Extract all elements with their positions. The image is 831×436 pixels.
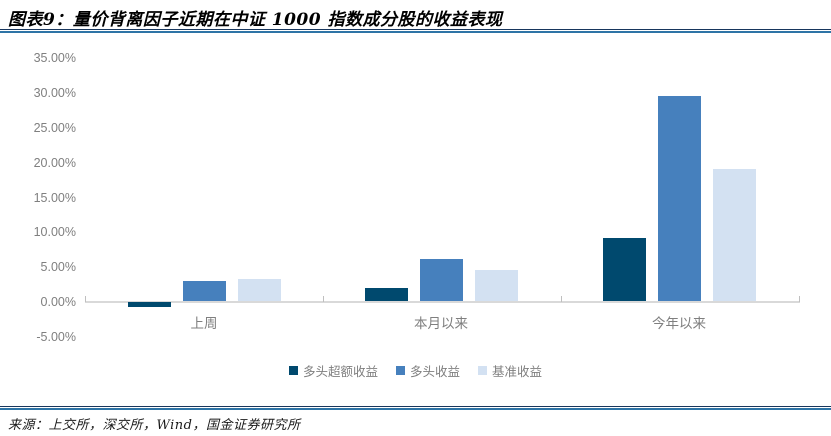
bar: [712, 168, 756, 301]
y-axis-tick-label: 15.00%: [33, 190, 76, 205]
bar: [657, 95, 701, 301]
x-axis-category-label: 本月以来: [414, 316, 468, 331]
title-divider: [0, 29, 831, 33]
y-axis-tick-label: 5.00%: [40, 260, 76, 275]
divider-blue-line: [0, 408, 831, 410]
legend-item: 基准收益: [478, 361, 542, 380]
y-axis-tick-label: 0.00%: [40, 295, 76, 309]
axis-tick-mark: [561, 296, 562, 302]
bar: [237, 279, 281, 301]
bar: [364, 288, 408, 301]
x-axis-category-label: 今年以来: [652, 316, 706, 331]
y-axis-tick-label: 20.00%: [33, 155, 76, 170]
bar: [602, 237, 646, 301]
bar: [182, 280, 226, 301]
legend-swatch: [288, 365, 298, 375]
legend-label: 基准收益: [492, 364, 543, 379]
axis-tick-mark: [85, 296, 86, 302]
divider-dark-line: [0, 406, 831, 407]
y-axis-tick-label: 35.00%: [33, 51, 76, 66]
divider-gap: [0, 30, 831, 31]
legend-label: 多头收益: [409, 364, 460, 379]
bar: [474, 269, 518, 301]
legend: 多头超额收益 多头收益 基准收益: [0, 361, 831, 379]
divider-dark-line: [0, 29, 831, 30]
bar: [419, 259, 463, 301]
axis-tick-mark: [323, 296, 324, 302]
chart-title: 图表9：量价背离因子近期在中证 1000 指数成分股的收益表现: [8, 10, 503, 30]
y-axis-tick-label: -5.00%: [36, 329, 76, 344]
x-axis-category-label: 上周: [190, 316, 218, 331]
legend-item: 多头收益: [395, 361, 460, 380]
y-axis-tick-label: 30.00%: [33, 86, 76, 101]
legend-item: 多头超额收益: [288, 361, 378, 380]
divider-blue-line: [0, 31, 831, 33]
divider-gap: [0, 407, 831, 408]
legend-swatch: [478, 365, 487, 375]
bar: [127, 302, 171, 307]
source-note: 来源：上交所，深交所，Wind，国金证券研究所: [8, 418, 301, 433]
legend-label: 多头超额收益: [302, 364, 378, 379]
footer-divider: [0, 406, 831, 410]
legend-swatch: [395, 365, 405, 375]
y-axis-tick-label: 10.00%: [33, 225, 76, 240]
y-axis-tick-label: 25.00%: [33, 121, 76, 135]
x-axis-line: [85, 301, 800, 303]
axis-tick-mark: [799, 296, 800, 302]
